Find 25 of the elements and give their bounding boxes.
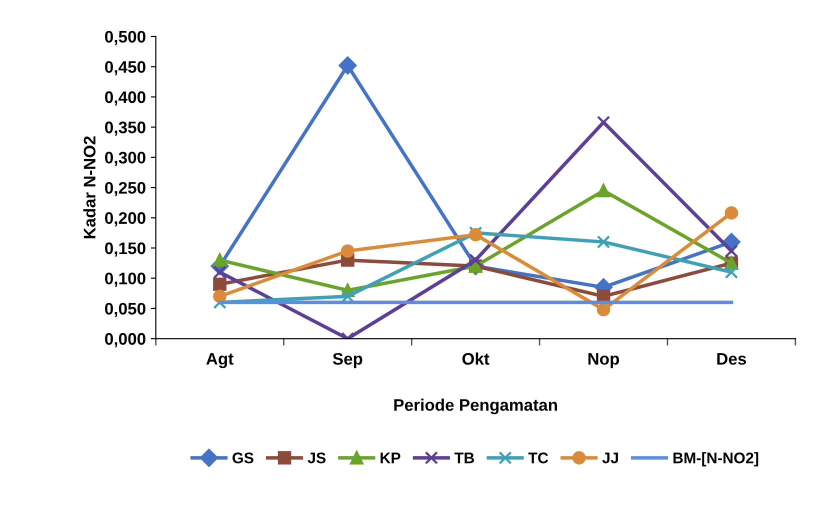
x-tick-label: Des — [717, 353, 746, 365]
legend-label: JJ — [602, 452, 618, 464]
x-tick-label: Sep — [332, 352, 362, 368]
x-axis-title: Periode Pengamatan — [394, 398, 558, 414]
y-tick-label: 0,500 — [105, 30, 146, 46]
legend-label: TB — [454, 452, 474, 464]
x-tick-label: Nop — [588, 353, 620, 368]
legend-label: GS — [232, 452, 254, 464]
y-tick-label: 0,150 — [105, 242, 146, 257]
y-tick-label: 0,450 — [105, 61, 146, 76]
x-tick-label: Okt — [462, 352, 490, 365]
legend-label: TC — [528, 452, 548, 464]
y-tick-label: 0,350 — [105, 122, 146, 136]
y-tick-label: 0,100 — [105, 272, 146, 287]
x-tick-label: Agt — [206, 353, 234, 368]
y-tick-label: 0,000 — [105, 333, 146, 348]
y-tick-label: 0,200 — [105, 212, 146, 226]
y-tick-label: 0,400 — [105, 91, 146, 106]
legend-label: JS — [308, 452, 326, 464]
y-axis-title: Kadar N-NO2 — [83, 136, 96, 238]
y-tick-label: 0,250 — [105, 182, 146, 196]
legend-label: KP — [380, 452, 400, 464]
legend-label: BM-[N-NO2] — [673, 452, 758, 466]
y-tick-label: 0,050 — [105, 302, 146, 318]
y-tick-label: 0,300 — [105, 152, 146, 166]
